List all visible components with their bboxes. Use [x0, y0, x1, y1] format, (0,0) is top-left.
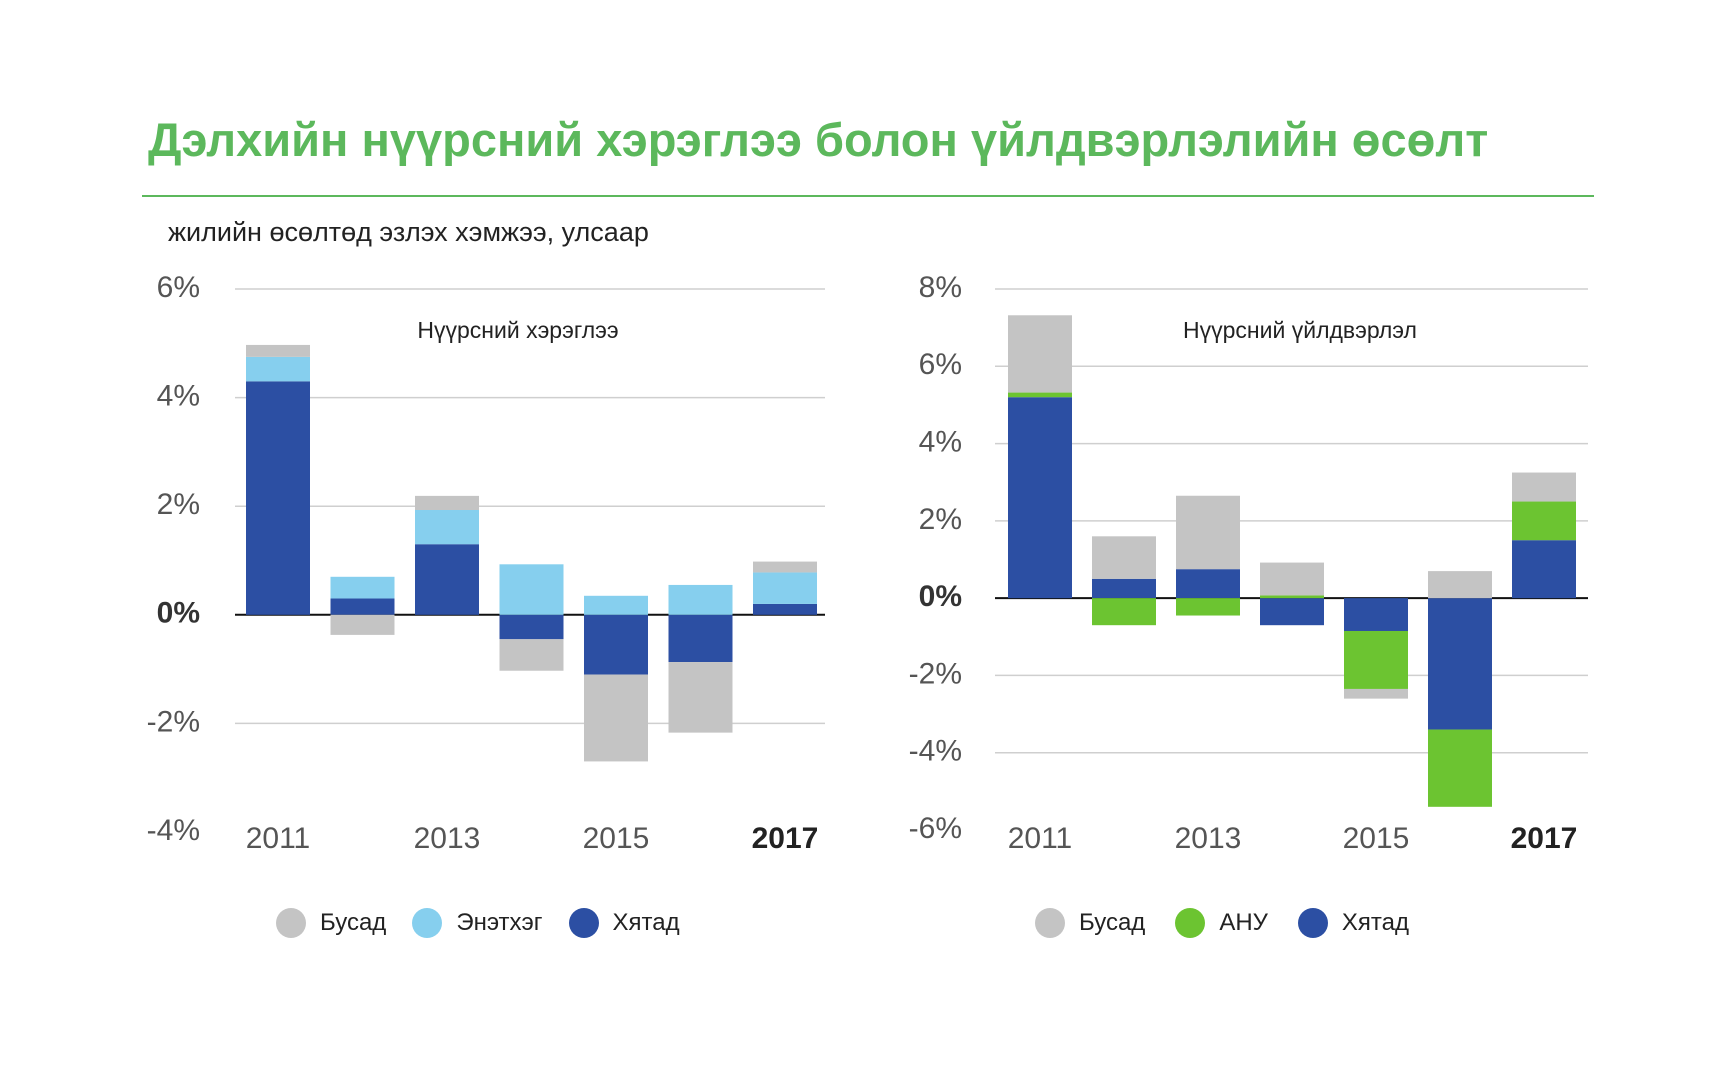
legend-item: Бусад [1035, 908, 1145, 938]
consumption-bar [499, 564, 564, 615]
production-ytick-label: 4% [919, 425, 962, 458]
consumption-xtick-label: 2011 [246, 822, 311, 855]
title-divider [142, 195, 1594, 197]
consumption-bar [246, 344, 310, 357]
consumption-chart-title: Нүүрсний хэрэглээ [417, 317, 618, 343]
consumption-bar [584, 595, 648, 615]
production-bar [1260, 598, 1324, 626]
legend-swatch [412, 908, 443, 938]
production-bar [1008, 392, 1072, 398]
production-bar [1428, 729, 1492, 807]
production-ytick-label: 8% [919, 271, 962, 304]
production-ytick-label: -2% [909, 657, 962, 690]
page-title: Дэлхийн нүүрсний хэрэглээ болон үйлдвэрл… [148, 113, 1489, 166]
production-ytick-label: 2% [919, 503, 962, 536]
production-legend: Бусад АНУ Хятад [1035, 905, 1409, 941]
consumption-bar [753, 572, 817, 604]
consumption-ytick-label: -4% [147, 814, 200, 847]
production-bar [1512, 540, 1576, 599]
legend-label: Хятад [612, 909, 680, 936]
production-bar [1512, 501, 1576, 541]
production-bar [1344, 688, 1408, 699]
legend-item: Хятад [1297, 908, 1409, 938]
consumption-bar [584, 614, 648, 675]
production-ytick-label: 0% [919, 580, 962, 613]
production-bar [1176, 495, 1240, 570]
consumption-xtick-label: 2017 [752, 822, 819, 855]
legend-label: Энэтхэг [456, 909, 543, 936]
legend-item: АНУ [1175, 908, 1268, 938]
production-bar [1008, 397, 1072, 599]
production-xtick-label: 2015 [1343, 822, 1410, 855]
production-ytick-label: -4% [909, 735, 962, 768]
production-bar [1428, 571, 1492, 599]
legend-swatch [1035, 908, 1065, 938]
legend-swatch [568, 908, 599, 938]
legend-item: Энэтхэг [412, 908, 543, 938]
legend-label: АНУ [1219, 909, 1268, 936]
consumption-ytick-label: -2% [147, 705, 200, 738]
consumption-bar [499, 614, 564, 640]
consumption-bar [668, 662, 733, 733]
legend-swatch [1175, 908, 1206, 938]
consumption-bar [668, 584, 733, 615]
production-bar [1092, 578, 1156, 599]
consumption-bar [753, 603, 817, 615]
production-chart-title: Нүүрсний үйлдвэрлэл [1183, 317, 1417, 343]
production-bar [1092, 536, 1156, 579]
consumption-ytick-label: 4% [157, 380, 200, 413]
legend-label: Бусад [1079, 909, 1146, 936]
consumption-bar [415, 510, 479, 545]
page-subtitle: жилийн өсөлтөд эзлэх хэмжээ, улсаар [168, 217, 649, 247]
consumption-ytick-label: 0% [157, 597, 200, 630]
production-bar [1008, 315, 1072, 393]
legend-item: Хятад [568, 908, 680, 938]
consumption-bar [330, 576, 395, 599]
production-xtick-label: 2017 [1511, 822, 1578, 855]
production-bar [1176, 569, 1240, 599]
consumption-bar [499, 639, 564, 671]
consumption-bar [584, 674, 648, 762]
consumption-xtick-label: 2013 [414, 822, 481, 855]
production-ytick-label: -6% [909, 812, 962, 845]
consumption-bar [246, 356, 310, 382]
production-bar [1260, 595, 1324, 599]
legend-swatch [1297, 908, 1328, 938]
production-bar [1260, 562, 1324, 596]
consumption-xtick-label: 2015 [583, 822, 650, 855]
production-xtick-label: 2013 [1175, 822, 1242, 855]
legend-label: Бусад [320, 909, 387, 936]
production-xtick-label: 2011 [1008, 822, 1073, 855]
legend-item: Бусад [276, 908, 386, 938]
production-bar [1344, 598, 1408, 631]
production-bar [1344, 630, 1408, 689]
consumption-bar [753, 561, 817, 573]
consumption-bar [668, 614, 733, 663]
production-bar [1428, 598, 1492, 730]
consumption-ytick-label: 2% [157, 488, 200, 521]
production-bar [1512, 472, 1576, 502]
consumption-bar [415, 495, 479, 511]
production-bar [1092, 598, 1156, 626]
consumption-bar [415, 544, 479, 615]
consumption-ytick-label: 6% [157, 271, 200, 304]
production-ytick-label: 6% [919, 348, 962, 381]
consumption-legend: Бусад Энэтхэг Хятад [276, 905, 680, 941]
legend-label: Хятад [1341, 909, 1409, 936]
legend-swatch [276, 908, 306, 938]
consumption-bar [330, 598, 395, 615]
consumption-bar [330, 614, 395, 635]
consumption-bar [246, 381, 310, 615]
production-bar [1176, 598, 1240, 616]
